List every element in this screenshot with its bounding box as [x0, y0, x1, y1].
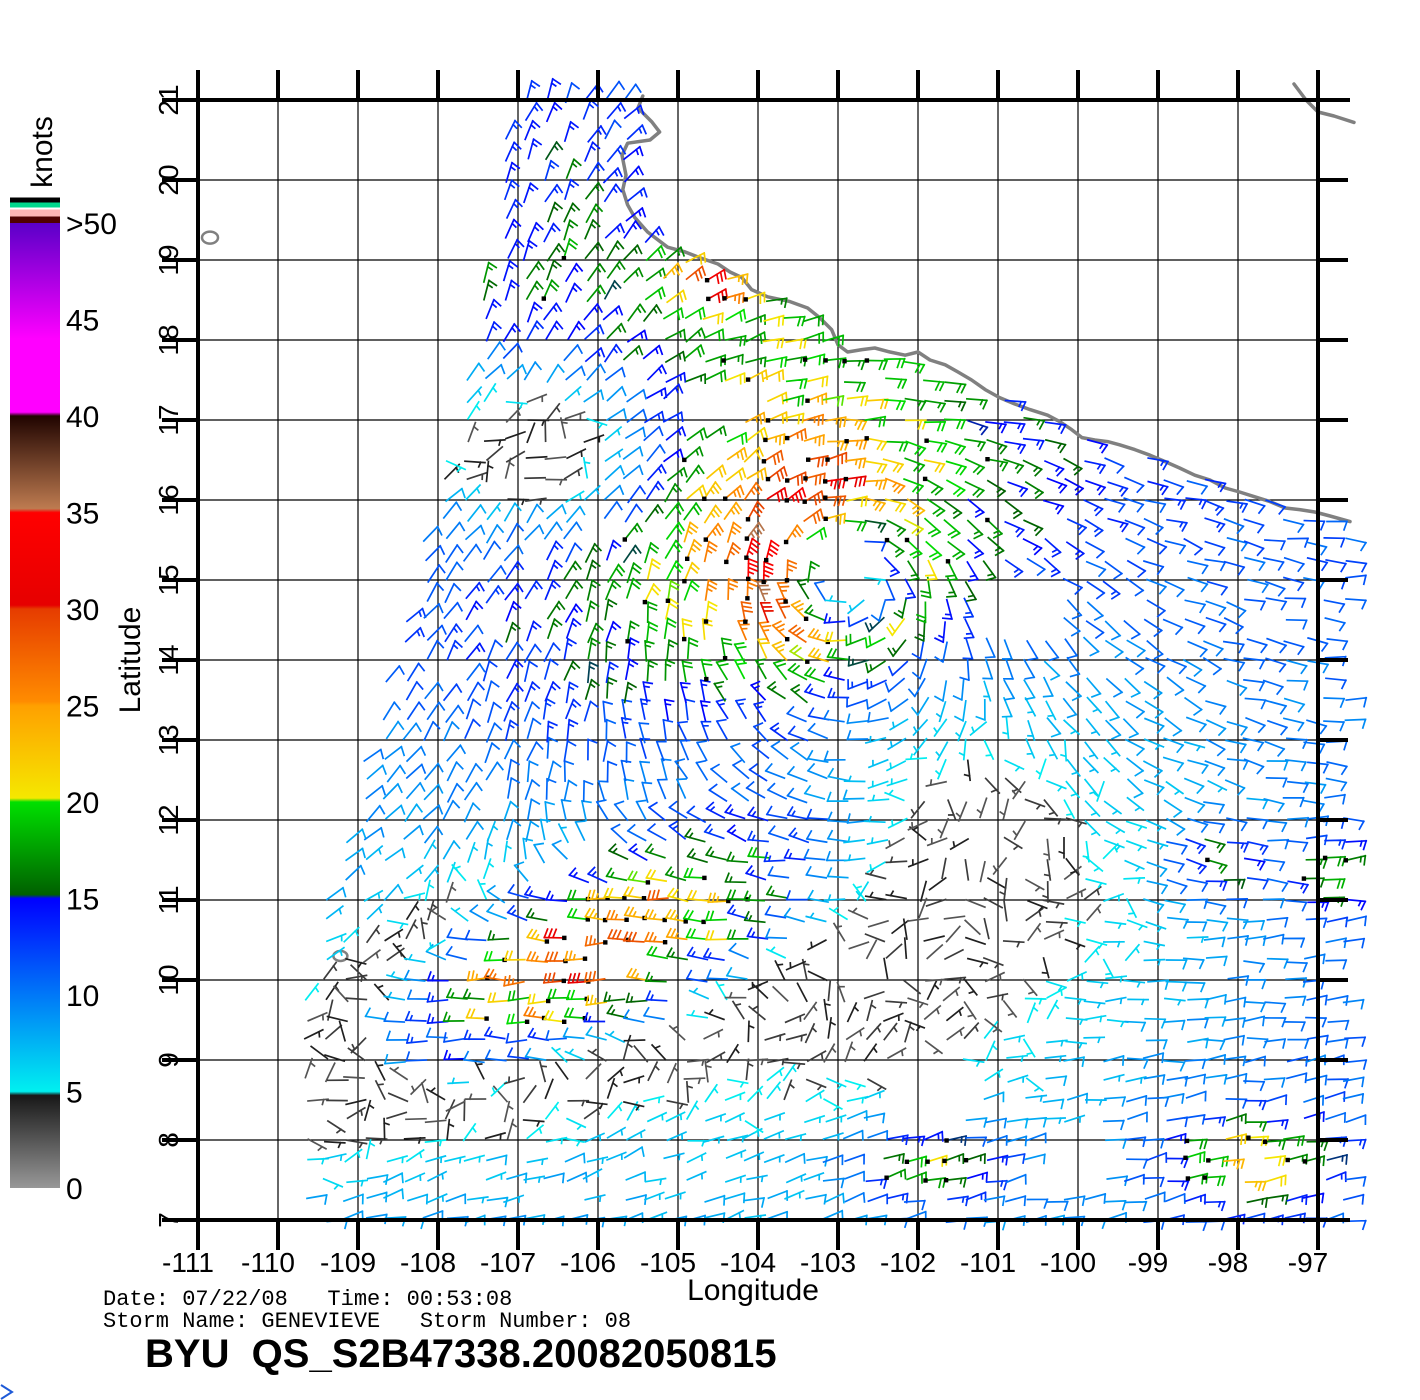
x-tick-label: -108 — [400, 1247, 456, 1278]
x-tick-label: -97 — [1288, 1247, 1328, 1278]
y-tick-label: 21 — [153, 84, 184, 115]
grid-lines — [197, 99, 1319, 1221]
colorbar-over-stripe — [10, 207, 60, 210]
x-tick-label: -98 — [1208, 1247, 1248, 1278]
y-tick-label: 17 — [153, 404, 184, 435]
axes-frame — [162, 70, 1350, 1250]
x-tick-label: -111 — [162, 1247, 214, 1278]
x-tick-label: -106 — [560, 1247, 616, 1278]
y-tick-label: 20 — [153, 164, 184, 195]
colorbar-title: knots — [26, 116, 59, 188]
colorbar-over-stripe — [10, 216, 60, 223]
colorbar-over-stripe — [10, 202, 60, 208]
y-tick-label: 18 — [153, 324, 184, 355]
wind-barb-field — [303, 77, 1368, 1232]
x-tick-label: -110 — [241, 1247, 295, 1278]
y-tick-label: 11 — [153, 885, 184, 914]
colorbar-label: 45 — [66, 305, 99, 338]
y-tick-label: 16 — [153, 484, 184, 515]
x-tick-label: -109 — [320, 1247, 376, 1278]
y-tick-label: 15 — [153, 564, 184, 595]
colorbar-over-stripe — [10, 197, 60, 203]
colorbar-label: 15 — [66, 884, 99, 917]
x-tick-label: -105 — [640, 1247, 696, 1278]
y-tick-label: 10 — [153, 964, 184, 995]
y-axis-title: Latitude — [114, 607, 147, 714]
colorbar-over-stripe — [10, 209, 60, 217]
colorbar-label: 35 — [66, 498, 99, 531]
y-tick-label: 19 — [153, 244, 184, 275]
colorbar: >50 45 40 35 30 25 20 15 10 5 0 knots — [10, 116, 117, 1206]
x-tick-label: -103 — [800, 1247, 856, 1278]
x-tick-label: -99 — [1128, 1247, 1168, 1278]
x-tick-label: -107 — [480, 1247, 536, 1278]
colorbar-label: 0 — [66, 1173, 83, 1206]
y-tick-label: 14 — [153, 644, 184, 675]
footer-date-time: Date: 07/22/08 Time: 00:53:08 — [103, 1287, 513, 1312]
x-tick-label: -101 — [960, 1247, 1016, 1278]
corner-artifact-chevron — [0, 1384, 14, 1400]
footer-storm-info: Storm Name: GENEVIEVE Storm Number: 08 — [103, 1309, 632, 1334]
colorbar-label: 20 — [66, 787, 99, 820]
y-tick-label: 12 — [153, 804, 184, 835]
y-tick-label: 9 — [153, 1052, 184, 1068]
x-tick-label: -102 — [880, 1247, 936, 1278]
colorbar-label: >50 — [66, 208, 117, 241]
x-tick-label: -104 — [720, 1247, 776, 1278]
colorbar-gradient — [10, 223, 60, 1188]
x-axis-title: Longitude — [687, 1274, 819, 1307]
y-tick-label: 13 — [153, 724, 184, 755]
x-tick-label: -100 — [1040, 1247, 1096, 1278]
colorbar-label: 5 — [66, 1077, 83, 1110]
colorbar-label: 40 — [66, 401, 99, 434]
axis-tick-labels: -111 -110 -109 -108 -107 -106 -105 -104 -103 -102… — [114, 84, 1328, 1307]
colorbar-label: 25 — [66, 691, 99, 724]
y-tick-label: 7 — [153, 1212, 184, 1228]
y-tick-label: 8 — [153, 1132, 184, 1148]
footer-product-title: BYU QS_S2B47338.20082050815 — [145, 1332, 777, 1376]
colorbar-label: 10 — [66, 980, 99, 1013]
colorbar-label: 30 — [66, 594, 99, 627]
